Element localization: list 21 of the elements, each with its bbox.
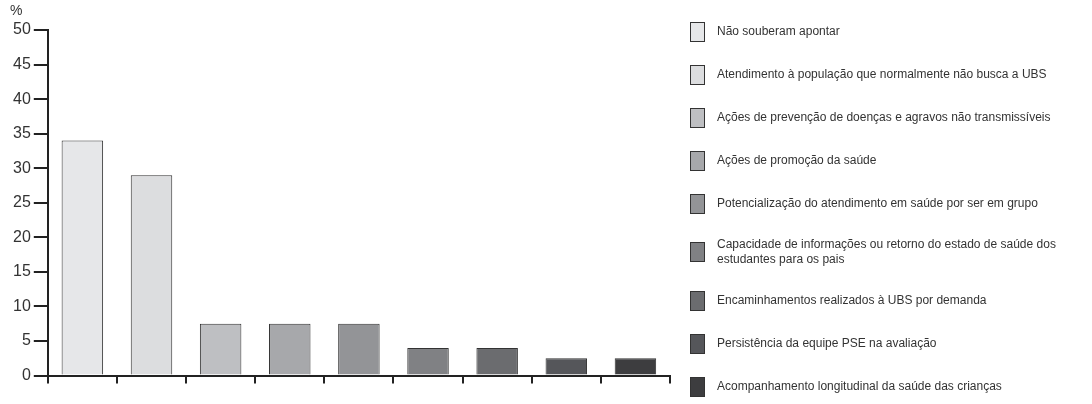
legend-label: Atendimento à população que normalmente não busca a UBS: [717, 67, 1047, 83]
legend-label: Acompanhamento longitudinal da saúde das crianças: [717, 379, 1002, 395]
y-axis-title: %: [10, 1, 23, 18]
y-tick-label: 10: [13, 296, 31, 314]
legend-label: Potencialização do atendimento em saúde por ser em grupo: [717, 196, 1038, 212]
y-tick-label: 50: [13, 20, 31, 38]
y-tick-label: 15: [13, 262, 31, 280]
y-tick-label: 5: [21, 331, 31, 349]
y-tick-label: 45: [13, 54, 31, 72]
legend-label: Encaminhamentos realizados à UBS por demanda: [717, 293, 987, 309]
legend-label: Persistência da equipe PSE na avaliação: [717, 336, 937, 352]
y-tick-label: 20: [13, 227, 31, 245]
y-tick-label: 25: [13, 193, 31, 211]
legend-label: Ações de prevenção de doenças e agravos não transmissíveis: [717, 110, 1051, 126]
legend-label: Capacidade de informações ou retorno do estado de saúde dos estudantes para os pais: [717, 236, 1057, 269]
y-tick-label: 30: [13, 158, 31, 176]
y-tick-label: 0: [21, 366, 31, 384]
y-tick-label: 35: [13, 124, 31, 142]
legend-label: Ações de promoção da saúde: [717, 153, 877, 169]
legend-label: Não souberam apontar: [717, 24, 840, 40]
y-tick-label: 40: [13, 89, 31, 107]
